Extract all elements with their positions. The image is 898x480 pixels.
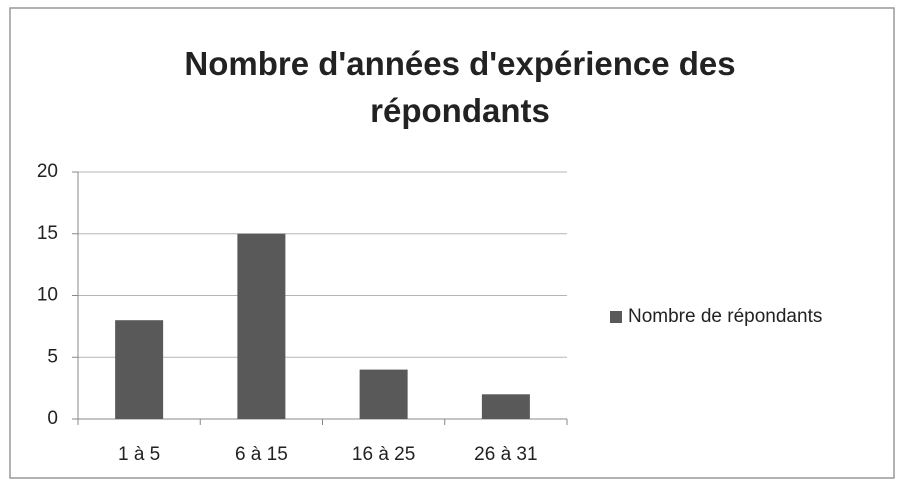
bar: [237, 233, 286, 419]
bar: [359, 369, 408, 419]
y-tick-label: 0: [47, 408, 58, 429]
chart-title: Nombre d'années d'expérience des réponda…: [184, 45, 736, 129]
bar: [481, 394, 530, 419]
x-tick-label: 16 à 25: [352, 444, 415, 465]
y-tick-label: 20: [37, 161, 58, 182]
chart-border: [9, 7, 895, 479]
legend-label: Nombre de répondants: [628, 306, 822, 327]
x-tick-label: 1 à 5: [118, 444, 160, 465]
y-tick-label: 15: [37, 223, 58, 244]
legend-swatch: [610, 311, 622, 323]
y-tick-label: 5: [47, 346, 58, 367]
bar: [115, 320, 164, 419]
x-tick-label: 6 à 15: [235, 444, 288, 465]
x-tick-label: 26 à 31: [474, 444, 537, 465]
y-tick-label: 10: [37, 285, 58, 306]
